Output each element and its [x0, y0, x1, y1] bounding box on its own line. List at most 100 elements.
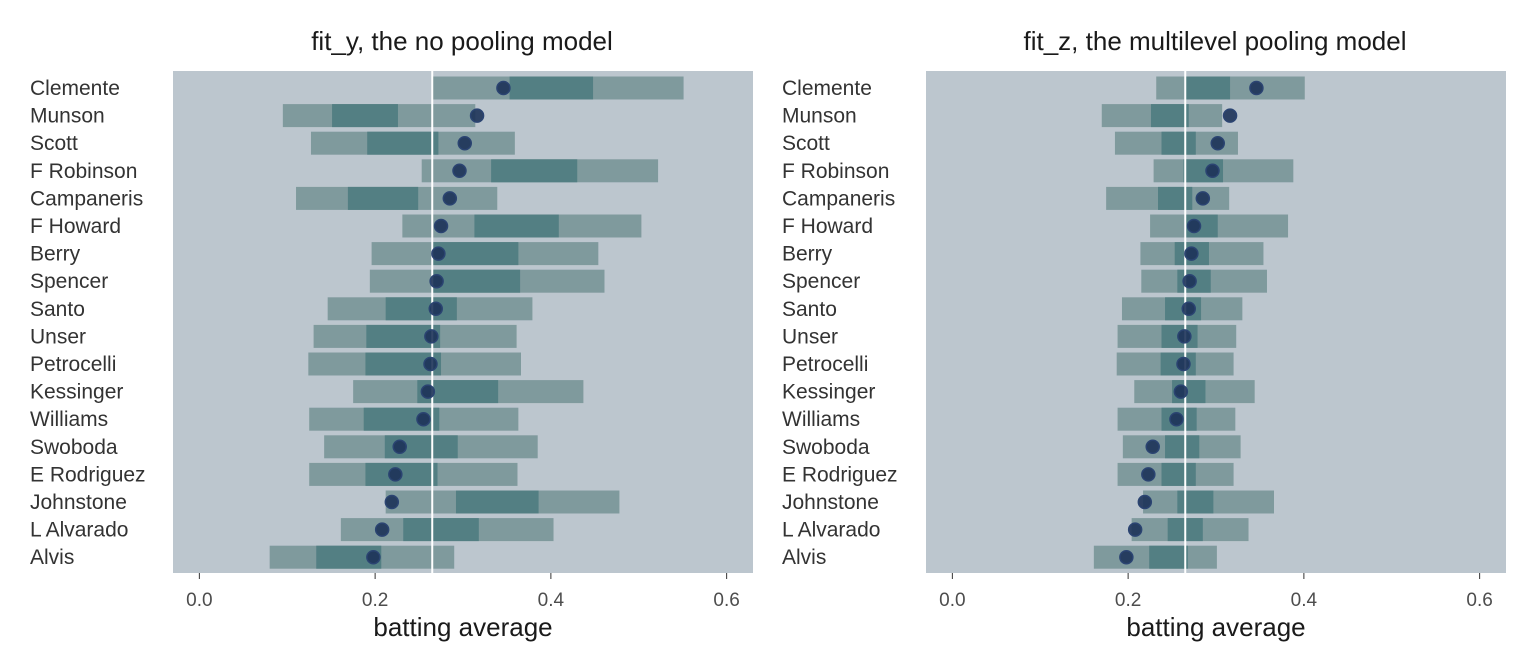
observed-point — [1222, 108, 1238, 123]
player-label: Spencer — [30, 270, 108, 293]
player-label: Alvis — [782, 546, 826, 569]
observed-point — [428, 301, 444, 317]
outer-interval-bar — [1150, 214, 1289, 238]
player-row: F Robinson — [30, 159, 659, 183]
player-label: Williams — [782, 408, 860, 431]
inner-interval-bar — [347, 186, 419, 210]
player-label: F Howard — [782, 215, 873, 238]
player-label: Campaneris — [782, 187, 895, 210]
x-tick-label: 0.2 — [1115, 590, 1141, 611]
outer-interval-bar — [1153, 159, 1294, 183]
player-label: Alvis — [30, 546, 74, 569]
player-row: Clemente — [30, 76, 684, 100]
player-label: F Howard — [30, 215, 121, 238]
x-tick-label: 0.6 — [1466, 590, 1492, 611]
player-row: Berry — [30, 242, 599, 266]
chart-title: fit_z, the multilevel pooling model — [1024, 26, 1407, 56]
inner-interval-bar — [366, 324, 441, 348]
player-label: Scott — [782, 132, 830, 155]
inner-interval-bar — [365, 352, 442, 376]
panel-1: fit_y, the no pooling model Clemente Munso… — [30, 26, 753, 642]
player-label: Swoboda — [30, 436, 118, 459]
player-label: Petrocelli — [782, 353, 868, 376]
inner-interval-bar — [1158, 186, 1193, 210]
player-label: Santo — [30, 298, 85, 321]
observed-point — [1169, 411, 1184, 427]
player-label: Clemente — [782, 77, 872, 100]
observed-point — [1182, 273, 1197, 289]
observed-point — [1141, 467, 1156, 482]
observed-point — [366, 549, 381, 565]
observed-point — [431, 246, 446, 261]
player-label: Petrocelli — [30, 353, 116, 376]
observed-point — [1137, 494, 1153, 510]
player-row: F Howard — [30, 214, 642, 238]
player-row: E Rodriguez — [30, 462, 518, 486]
player-label: Kessinger — [782, 381, 875, 404]
player-label: Johnstone — [30, 491, 127, 514]
observed-point — [1176, 356, 1191, 372]
observed-point — [1181, 301, 1197, 317]
player-row: Munson — [782, 104, 1223, 128]
x-axis-label: batting average — [1126, 612, 1305, 642]
observed-point — [392, 439, 407, 455]
player-label: Unser — [782, 325, 838, 348]
player-label: Berry — [782, 243, 833, 266]
observed-point — [1210, 135, 1226, 151]
player-label: Santo — [782, 298, 837, 321]
inner-interval-bar — [491, 159, 578, 183]
observed-point — [469, 108, 485, 123]
observed-point — [1249, 80, 1264, 96]
observed-point — [1184, 246, 1199, 261]
inner-interval-bar — [1161, 131, 1196, 155]
observed-point — [1145, 439, 1160, 455]
player-label: Johnstone — [782, 491, 879, 514]
observed-point — [1186, 218, 1202, 234]
player-label: Clemente — [30, 77, 120, 100]
player-label: E Rodriguez — [782, 463, 898, 486]
inner-interval-bar — [1161, 462, 1196, 486]
x-tick-label: 0.4 — [1291, 590, 1318, 611]
outer-interval-bar — [1156, 76, 1305, 100]
player-row: Johnstone — [782, 490, 1274, 514]
player-row: Williams — [30, 407, 519, 431]
observed-point — [442, 191, 458, 206]
inner-interval-bar — [431, 242, 519, 266]
x-tick-label: 0.6 — [713, 590, 739, 611]
player-row: Spencer — [30, 269, 605, 293]
observed-point — [416, 411, 431, 427]
x-tick-label: 0.0 — [186, 590, 212, 611]
player-label: Unser — [30, 325, 86, 348]
inner-interval-bar — [332, 104, 398, 128]
observed-point — [424, 329, 439, 344]
x-tick-label: 0.4 — [538, 590, 565, 611]
player-row: F Robinson — [782, 159, 1294, 183]
player-label: F Robinson — [30, 160, 137, 183]
observed-point — [423, 356, 438, 372]
observed-point — [1173, 384, 1189, 399]
observed-point — [1177, 329, 1192, 344]
inner-interval-bar — [1150, 104, 1189, 128]
player-label: L Alvarado — [30, 519, 128, 542]
observed-point — [457, 135, 473, 151]
player-label: F Robinson — [782, 160, 889, 183]
player-label: Williams — [30, 408, 108, 431]
inner-interval-bar — [455, 490, 539, 514]
player-label: Kessinger — [30, 381, 123, 404]
player-row: Munson — [30, 104, 476, 128]
player-label: Munson — [782, 105, 857, 128]
player-label: Spencer — [782, 270, 860, 293]
player-row: Alvis — [30, 545, 455, 569]
player-row: L Alvarado — [782, 518, 1249, 542]
player-label: Scott — [30, 132, 78, 155]
observed-point — [420, 384, 436, 399]
observed-point — [388, 467, 403, 482]
x-tick-label: 0.2 — [362, 590, 388, 611]
observed-point — [496, 80, 511, 96]
inner-interval-bar — [403, 518, 479, 542]
inner-interval-bar — [1186, 76, 1231, 100]
inner-interval-bar — [367, 131, 439, 155]
observed-point — [374, 522, 390, 537]
observed-point — [384, 494, 400, 510]
observed-point — [429, 273, 444, 289]
